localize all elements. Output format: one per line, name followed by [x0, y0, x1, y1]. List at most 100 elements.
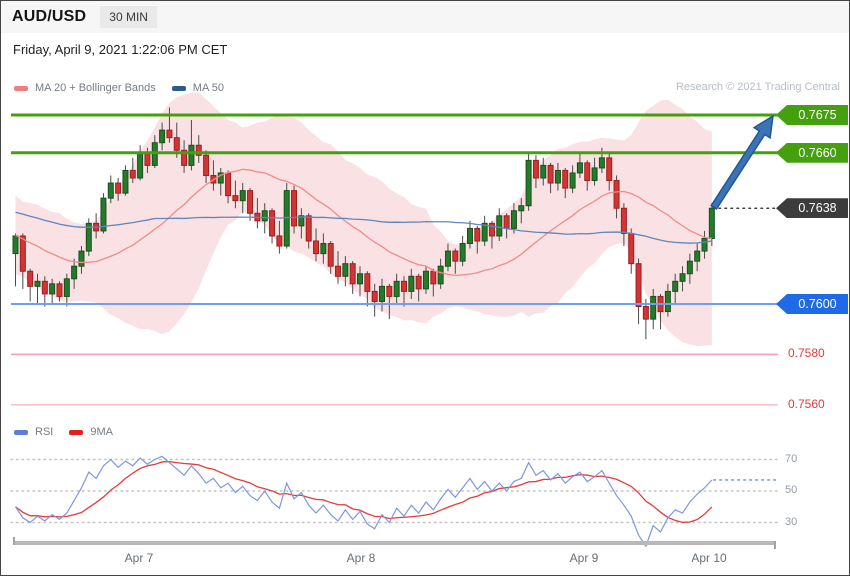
candle-bearish — [247, 190, 254, 214]
candle-bearish — [584, 162, 591, 182]
ma20-line — [15, 168, 712, 277]
candle-bullish — [393, 280, 400, 297]
candle-bullish — [217, 172, 224, 184]
scrollbar-right-cap — [774, 541, 776, 549]
candle-bearish — [613, 180, 620, 209]
candle-bearish — [210, 174, 217, 184]
ma50-line — [15, 211, 712, 244]
candle-bearish — [166, 129, 173, 139]
x-axis-label-apr-9: Apr 9 — [569, 551, 599, 565]
candle-bullish — [686, 260, 693, 275]
candle-bullish — [701, 237, 708, 252]
candle-bearish — [291, 190, 298, 227]
candle-bullish — [591, 167, 598, 182]
candle-bearish — [532, 159, 539, 179]
rsi-swatch — [14, 429, 28, 435]
candle-bearish — [181, 149, 188, 166]
candle-bearish — [430, 270, 437, 285]
candle-bullish — [650, 295, 657, 320]
price-tag-0.7638: 0.7638 — [776, 198, 848, 219]
header-bar: AUD/USD 30 MIN — [1, 1, 849, 33]
candle-bullish — [357, 273, 364, 285]
candle-bullish — [444, 250, 451, 267]
candle-bearish — [562, 169, 569, 189]
candle-bearish — [27, 270, 34, 287]
candle-bearish — [144, 152, 151, 166]
candle-bullish — [437, 265, 444, 285]
candle-bearish — [203, 154, 210, 176]
candle-bearish — [335, 265, 342, 277]
bullish-projection-arrow — [710, 114, 774, 211]
candle-bullish — [151, 142, 158, 166]
candle-bullish — [672, 280, 679, 292]
candle-bearish — [415, 275, 422, 290]
candle-bearish — [327, 243, 334, 267]
candle-bearish — [269, 210, 276, 237]
candle-bullish — [78, 250, 85, 267]
candle-bearish — [547, 164, 554, 184]
candle-bearish — [488, 222, 495, 237]
candle-bullish — [598, 157, 605, 169]
candle-bullish — [12, 235, 19, 255]
candle-bearish — [93, 222, 100, 232]
time-scrollbar[interactable] — [13, 537, 776, 549]
candle-bearish — [195, 144, 202, 156]
candle-bearish — [115, 182, 122, 194]
candle-bullish — [298, 215, 305, 227]
rsi-ma9-swatch — [69, 429, 84, 435]
candle-bullish — [34, 280, 41, 287]
candle-bullish — [137, 152, 144, 179]
candle-bearish — [452, 250, 459, 262]
candle-bearish — [305, 215, 312, 242]
candle-bullish — [239, 190, 246, 202]
rsi-axis-label-70: 70 — [785, 452, 798, 465]
bollinger-band-fill — [15, 92, 712, 347]
timeframe-badge: 30 MIN — [100, 6, 157, 28]
candle-bullish — [283, 190, 290, 247]
rsi-ma9-label: 9MA — [90, 426, 113, 438]
candle-bullish — [540, 164, 547, 179]
candle-bearish — [232, 195, 239, 202]
price-label-0.7580: 0.7580 — [788, 346, 825, 361]
rsi-line — [15, 455, 713, 548]
candle-bullish — [122, 169, 129, 194]
rsi-axis-label-50: 50 — [785, 484, 798, 496]
candle-bullish — [466, 227, 473, 245]
candle-bullish — [459, 243, 466, 262]
candle-bearish — [503, 215, 510, 229]
price-tag-0.7600: 0.7600 — [776, 294, 848, 314]
candle-bearish — [386, 285, 393, 297]
candle-bullish — [159, 129, 166, 144]
candle-bearish — [313, 240, 320, 255]
candle-bullish — [518, 205, 525, 212]
candle-bullish — [569, 172, 576, 189]
x-axis-label-apr-10: Apr 10 — [691, 551, 727, 565]
price-tag-0.7660: 0.7660 — [776, 142, 848, 163]
candle-bullish — [496, 215, 503, 237]
candle-bearish — [173, 137, 180, 151]
candle-bullish — [664, 290, 671, 313]
candle-bullish — [679, 273, 686, 282]
candle-bullish — [71, 265, 78, 280]
candle-bullish — [63, 278, 70, 297]
candle-bullish — [85, 222, 92, 252]
candle-bearish — [364, 273, 371, 292]
candle-bearish — [635, 263, 642, 308]
candle-bearish — [642, 306, 649, 320]
candle-bearish — [400, 280, 407, 292]
candle-bullish — [49, 283, 56, 295]
candle-bullish — [320, 243, 327, 255]
candle-bullish — [694, 250, 701, 262]
candle-bearish — [620, 207, 627, 234]
candle-bearish — [349, 263, 356, 285]
candle-bullish — [708, 207, 715, 239]
candle-bullish — [422, 270, 429, 290]
candle-bearish — [628, 232, 635, 265]
candle-bearish — [56, 283, 63, 297]
candle-bullish — [481, 222, 488, 242]
candle-bearish — [276, 235, 283, 247]
candle-bearish — [19, 235, 26, 272]
candle-bullish — [576, 162, 583, 174]
candle-bullish — [188, 144, 195, 166]
